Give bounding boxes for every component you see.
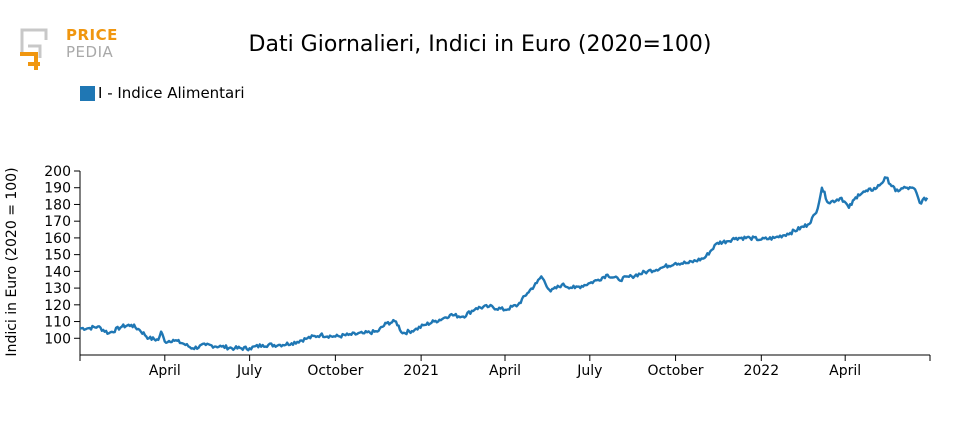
logo-text-price: PRICE: [66, 26, 118, 44]
y-tick-label: 100: [44, 331, 71, 347]
y-tick-label: 150: [44, 248, 71, 264]
y-tick-label: 110: [44, 315, 71, 331]
y-tick-label: 170: [44, 214, 71, 230]
logo-mark-icon: [20, 28, 48, 70]
x-tick-label: July: [576, 363, 602, 379]
logo-text-pedia: PEDIA: [66, 43, 114, 61]
legend[interactable]: I - Indice Alimentari: [80, 84, 245, 102]
x-tick-label: April: [829, 363, 861, 379]
x-tick-label: April: [149, 363, 181, 379]
x-tick-label: 2021: [403, 363, 439, 379]
x-tick-label: October: [648, 363, 704, 379]
legend-label: I - Indice Alimentari: [98, 84, 245, 102]
pricepedia-logo: PRICE PEDIA: [18, 24, 128, 74]
y-tick-label: 120: [44, 298, 71, 314]
x-tick-label: April: [489, 363, 521, 379]
x-tick-label: 2022: [743, 363, 779, 379]
y-tick-label: 200: [44, 164, 71, 180]
y-tick-label: 190: [44, 181, 71, 197]
y-axis-label: Indici in Euro (2020 = 100): [4, 167, 20, 356]
x-tick-label: October: [307, 363, 363, 379]
y-tick-label: 160: [44, 231, 71, 247]
y-tick-label: 130: [44, 281, 71, 297]
chart-title: Dati Giornalieri, Indici in Euro (2020=1…: [248, 32, 712, 57]
y-tick-label: 180: [44, 197, 71, 213]
y-tick-label: 140: [44, 264, 71, 280]
legend-swatch: [80, 85, 95, 101]
series-line: [79, 176, 929, 352]
x-tick-label: July: [236, 363, 262, 379]
